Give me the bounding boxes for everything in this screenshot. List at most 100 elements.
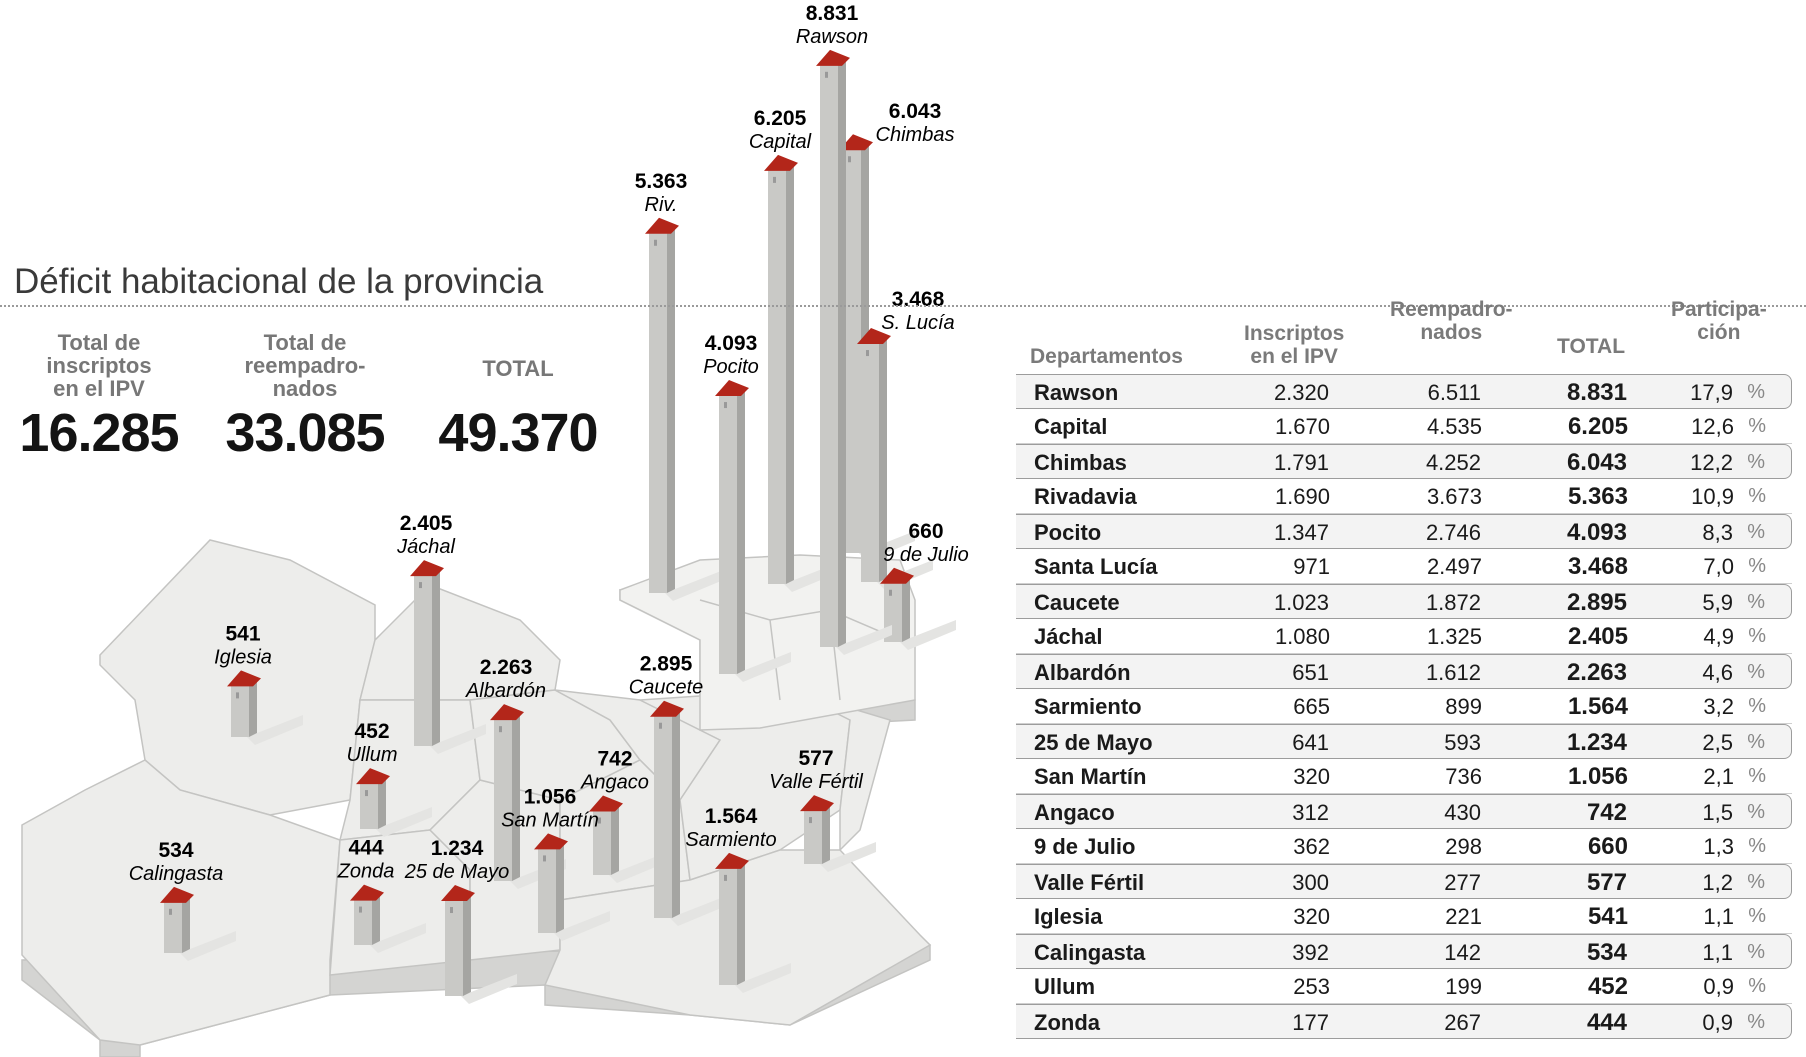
reemp-cell: 2.497 xyxy=(1426,554,1482,579)
roof xyxy=(839,134,873,151)
reemp-cell: 221 xyxy=(1445,904,1482,929)
participation-cell: 5,9 xyxy=(1702,590,1733,615)
window xyxy=(866,350,869,357)
total-cell: 4.093 xyxy=(1566,519,1627,546)
ipv-cell: 665 xyxy=(1293,694,1330,719)
participation-cell: 17,9 xyxy=(1690,380,1733,405)
table-row: 9 de Julio 362 298 660 1,3% xyxy=(1016,829,1792,864)
dept-cell: 25 de Mayo xyxy=(1034,730,1153,755)
category-label: Chimbas xyxy=(876,124,955,146)
reemp-cell: 899 xyxy=(1445,694,1482,719)
table-row: Caucete 1.023 1.872 2.895 5,9% xyxy=(1016,584,1792,619)
label-line: Total de xyxy=(57,330,141,355)
percent-sign: % xyxy=(1748,765,1766,787)
table-row: Rawson 2.320 6.511 8.831 17,9% xyxy=(1016,374,1792,409)
value-label: 660 xyxy=(908,520,943,543)
total-cell: 2.895 xyxy=(1566,589,1627,616)
participation-cell: 1,1 xyxy=(1702,940,1733,965)
table-row: Iglesia 320 221 541 1,1% xyxy=(1016,899,1792,934)
value-label: 444 xyxy=(348,837,383,860)
category-label: Rawson xyxy=(796,26,868,48)
dept-cell: Capital xyxy=(1034,414,1108,439)
ipv-cell: 312 xyxy=(1292,800,1329,825)
table-row: Chimbas 1.791 4.252 6.043 12,2% xyxy=(1016,444,1792,479)
percent-sign: % xyxy=(1747,521,1765,543)
participation-cell: 2,5 xyxy=(1702,730,1733,755)
window xyxy=(499,726,502,733)
category-label: Zonda xyxy=(337,861,395,883)
summary-inscriptos: Total de inscriptos en el IPV 16.285 xyxy=(0,330,204,464)
reemp-cell: 199 xyxy=(1445,974,1482,999)
summary-label: TOTAL xyxy=(413,330,623,380)
ipv-cell: 2.320 xyxy=(1273,380,1329,405)
participation-cell: 0,9 xyxy=(1703,974,1734,999)
percent-sign: % xyxy=(1747,1011,1765,1033)
pillar-side xyxy=(786,164,794,584)
participation-cell: 4,9 xyxy=(1703,624,1734,649)
total-cell: 534 xyxy=(1586,939,1627,966)
window xyxy=(659,722,662,729)
total-cell: 1.234 xyxy=(1566,729,1627,756)
pillar-shadow xyxy=(376,807,432,837)
total-cell: 1.056 xyxy=(1567,763,1628,790)
pillar-side xyxy=(182,896,190,953)
header-line: Participa- xyxy=(1671,298,1767,321)
reemp-cell: 3.673 xyxy=(1426,484,1482,509)
pillar-shadow xyxy=(180,931,236,961)
roof xyxy=(534,833,568,850)
table-header: Departamentos Inscriptos en el IPV Reempa… xyxy=(1016,298,1792,374)
table-row: Zonda 177 267 444 0,9% xyxy=(1016,1004,1792,1039)
table-row: San Martín 320 736 1.056 2,1% xyxy=(1016,759,1792,794)
category-label: Sarmiento xyxy=(685,829,776,851)
percent-sign: % xyxy=(1747,871,1765,893)
value-label: 3.468 xyxy=(892,288,945,311)
pillar-front xyxy=(768,168,786,584)
window xyxy=(365,790,368,797)
window xyxy=(169,908,172,915)
label-line: Total de xyxy=(263,330,347,355)
category-label: San Martín xyxy=(501,809,599,831)
value-label: 1.564 xyxy=(705,805,758,828)
window xyxy=(825,71,828,78)
pillar-shadow xyxy=(820,842,876,872)
percent-sign: % xyxy=(1748,415,1766,437)
pillar-side xyxy=(667,227,675,593)
value-label: 534 xyxy=(158,839,193,862)
roof xyxy=(589,795,623,812)
reemp-cell: 298 xyxy=(1445,834,1482,859)
participation-cell: 7,0 xyxy=(1703,554,1734,579)
roof xyxy=(160,886,194,903)
pillar-shadow xyxy=(836,625,892,655)
header-line: Reempadro- xyxy=(1390,298,1513,321)
percent-sign: % xyxy=(1747,941,1765,963)
window xyxy=(773,176,776,183)
header-line: Inscriptos xyxy=(1244,322,1345,345)
reemp-cell: 6.511 xyxy=(1427,380,1481,405)
dept-cell: Valle Fértil xyxy=(1034,870,1145,895)
participation-cell: 8,3 xyxy=(1702,520,1733,545)
pillar-front xyxy=(861,342,879,582)
total-cell: 444 xyxy=(1586,1009,1627,1036)
dept-cell: Zonda xyxy=(1034,1010,1100,1035)
window xyxy=(359,906,362,913)
reemp-cell: 736 xyxy=(1445,764,1482,789)
pillar-front xyxy=(445,899,463,996)
table-row: Pocito 1.347 2.746 4.093 8,3% xyxy=(1016,514,1792,549)
total-cell: 8.831 xyxy=(1566,379,1627,406)
total-cell: 5.363 xyxy=(1567,483,1628,510)
table-row: Angaco 312 430 742 1,5% xyxy=(1016,794,1792,829)
summary-label: Total de reempadro-nados xyxy=(200,330,410,400)
pillar-side xyxy=(737,862,745,985)
category-label: Iglesia xyxy=(214,646,272,668)
reemp-cell: 1.325 xyxy=(1426,624,1482,649)
table-row: Capital 1.670 4.535 6.205 12,6% xyxy=(1016,409,1792,444)
roof xyxy=(715,852,749,869)
pillar-side xyxy=(378,778,386,829)
pillar-front xyxy=(354,898,372,945)
